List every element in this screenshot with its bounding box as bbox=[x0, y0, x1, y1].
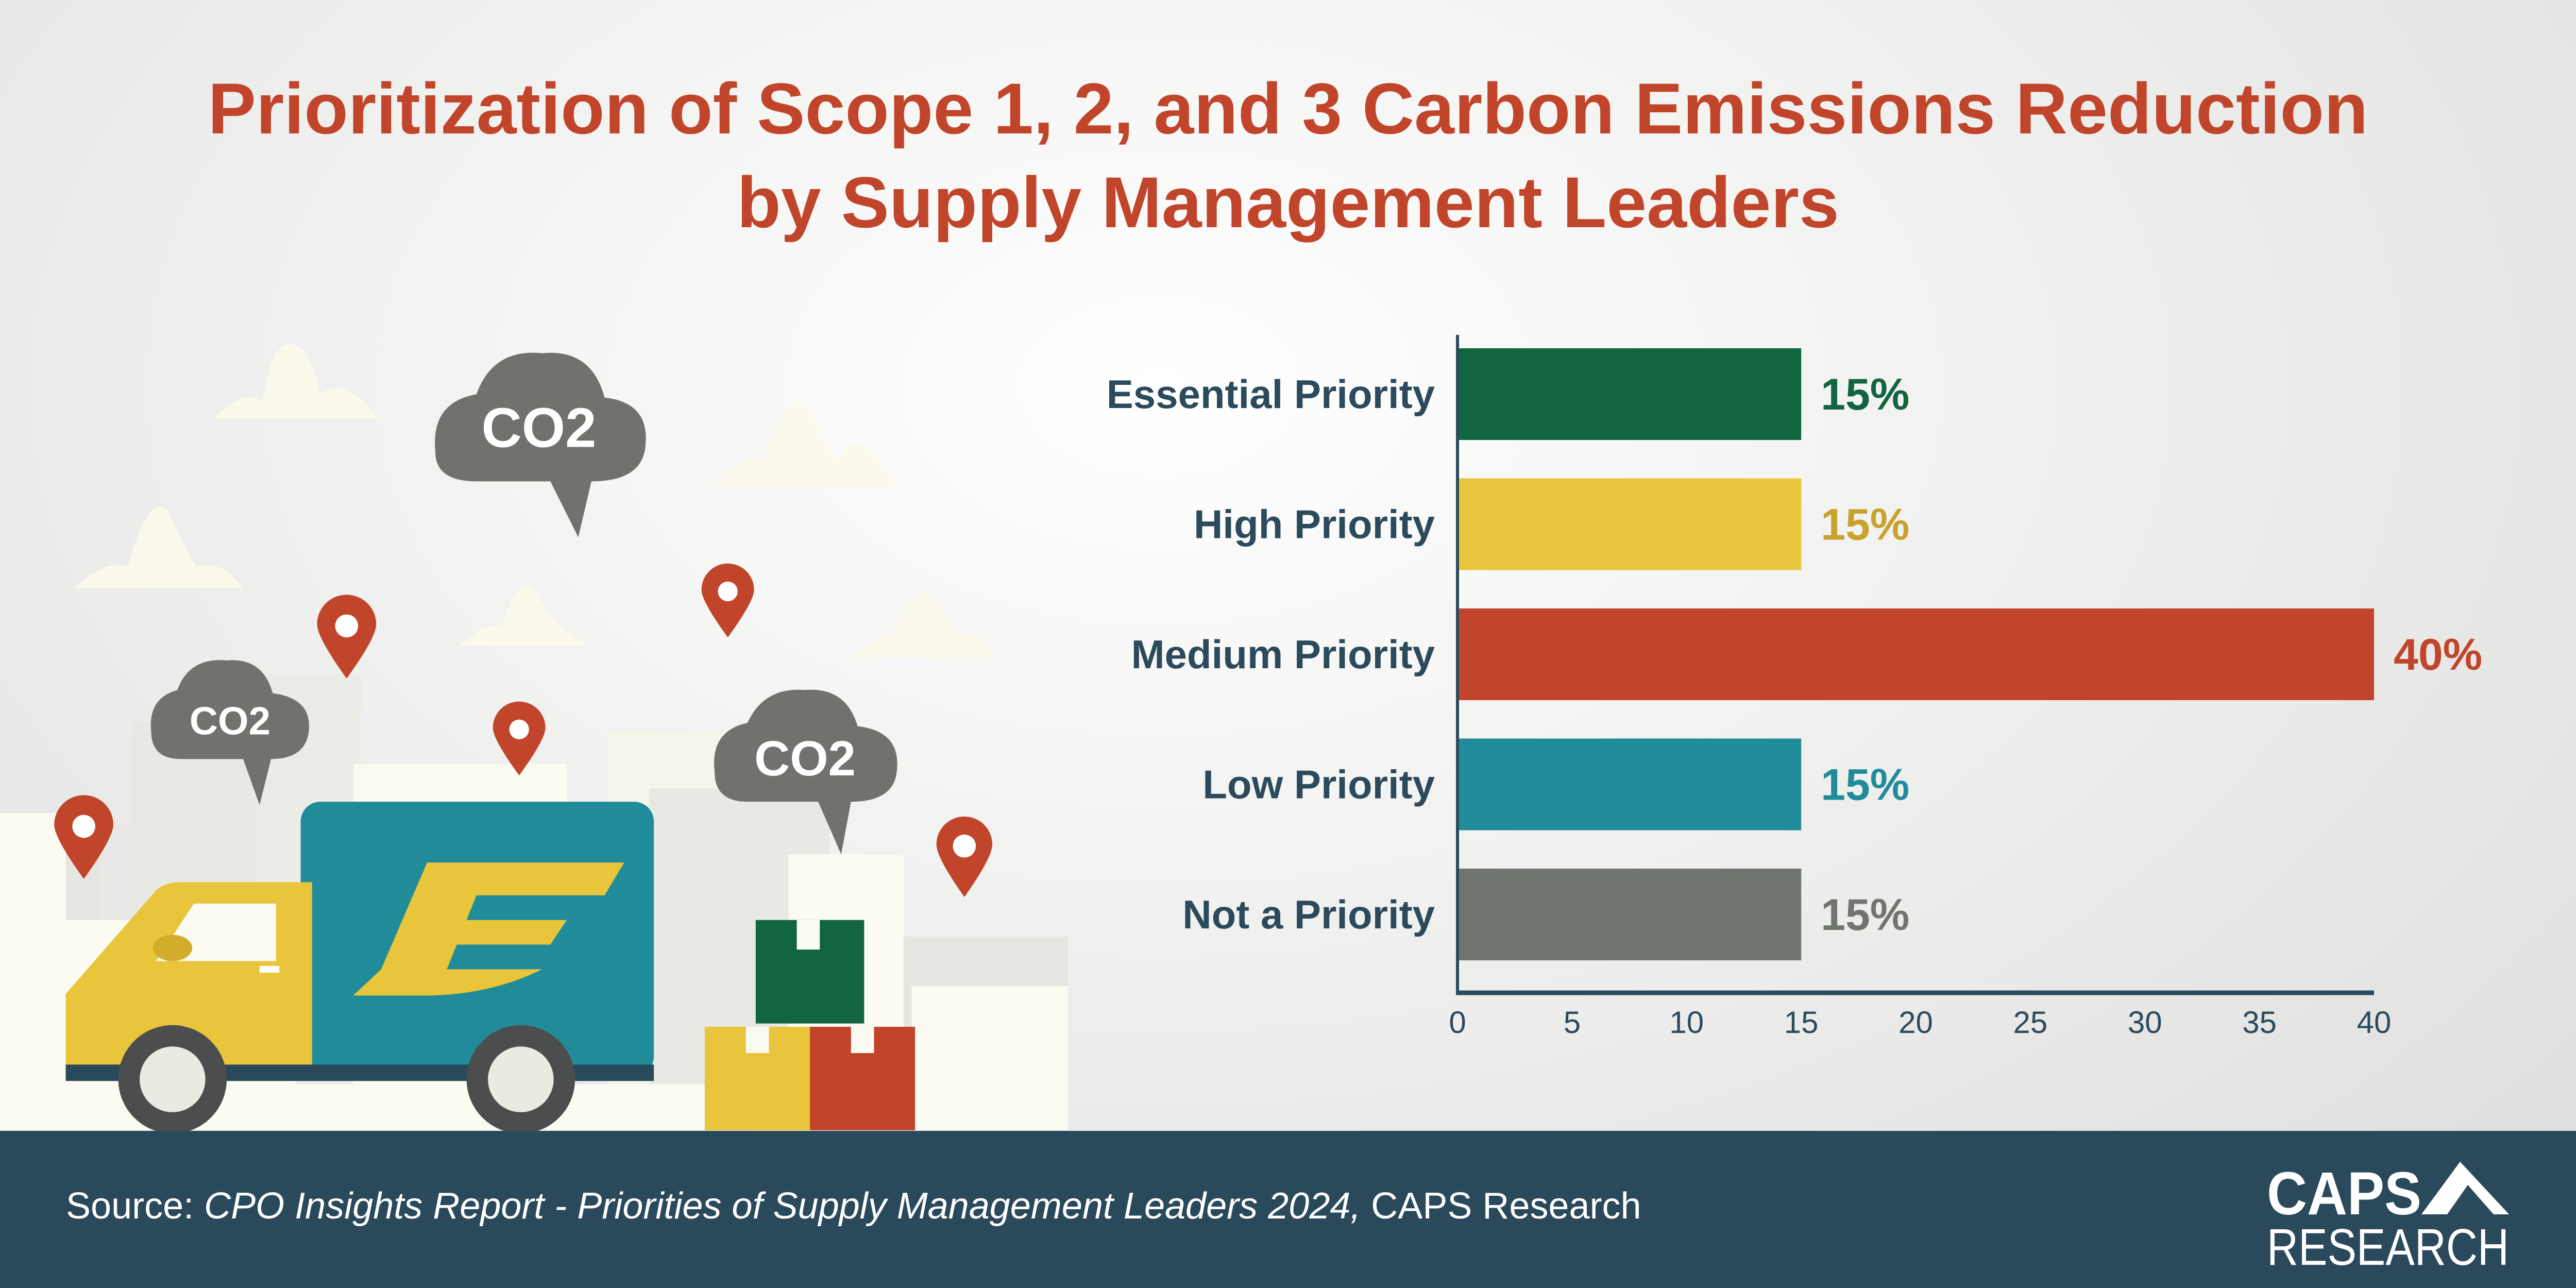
category-label: Low Priority bbox=[1202, 762, 1435, 807]
category-label: High Priority bbox=[1194, 502, 1435, 547]
x-tick-label: 20 bbox=[1899, 1005, 1933, 1040]
bar bbox=[1458, 348, 1802, 440]
delivery-boxes bbox=[704, 920, 916, 1130]
x-tick-label: 0 bbox=[1449, 1005, 1466, 1040]
delivery-truck bbox=[65, 802, 654, 1134]
category-label: Not a Priority bbox=[1182, 892, 1435, 937]
source-publisher: CAPS Research bbox=[1361, 1185, 1641, 1227]
logo-research: RESEARCH bbox=[2267, 1218, 2509, 1270]
co2-label: CO2 bbox=[190, 699, 270, 743]
x-tick-label: 30 bbox=[2128, 1005, 2162, 1040]
value-label: 15% bbox=[1821, 760, 1909, 810]
bar bbox=[1458, 608, 2374, 700]
co2-label: CO2 bbox=[754, 731, 856, 786]
bar bbox=[1458, 478, 1802, 570]
bar bbox=[1458, 738, 1802, 831]
value-label: 15% bbox=[1821, 500, 1909, 550]
value-label: 40% bbox=[2394, 630, 2482, 680]
x-tick-label: 15 bbox=[1784, 1005, 1819, 1040]
title-line-1: Prioritization of Scope 1, 2, and 3 Carb… bbox=[208, 68, 2368, 149]
bar bbox=[1458, 869, 1802, 960]
chart-title: Prioritization of Scope 1, 2, and 3 Carb… bbox=[0, 62, 2576, 249]
x-tick-label: 10 bbox=[1669, 1005, 1704, 1040]
value-label: 15% bbox=[1821, 370, 1909, 419]
co2-bubble-medium: CO2 bbox=[714, 689, 897, 855]
x-tick-label: 5 bbox=[1564, 1005, 1581, 1040]
co2-label: CO2 bbox=[481, 396, 596, 459]
footer-bar bbox=[0, 1131, 2576, 1288]
source-citation: Source: CPO Insights Report - Priorities… bbox=[66, 1185, 1641, 1227]
category-label: Essential Priority bbox=[1107, 371, 1435, 417]
caps-research-logo: CAPS RESEARCH bbox=[2267, 1160, 2509, 1270]
clouds bbox=[74, 344, 994, 657]
co2-bubble-small: CO2 bbox=[150, 660, 309, 805]
category-label: Medium Priority bbox=[1131, 632, 1435, 677]
x-tick-label: 25 bbox=[2013, 1005, 2048, 1040]
truck-logo bbox=[353, 862, 624, 996]
mountain-icon bbox=[2421, 1162, 2509, 1214]
logo-caps: CAPS bbox=[2267, 1160, 2421, 1228]
location-pin-icons bbox=[54, 563, 993, 897]
title-line-2: by Supply Management Leaders bbox=[737, 162, 1839, 243]
source-prefix: Source: bbox=[66, 1185, 205, 1227]
co2-bubble-large: CO2 bbox=[435, 352, 646, 537]
value-label: 15% bbox=[1821, 890, 1909, 940]
x-tick-label: 35 bbox=[2242, 1005, 2277, 1040]
x-tick-label: 40 bbox=[2357, 1005, 2392, 1040]
source-report-title: CPO Insights Report - Priorities of Supp… bbox=[204, 1185, 1361, 1227]
